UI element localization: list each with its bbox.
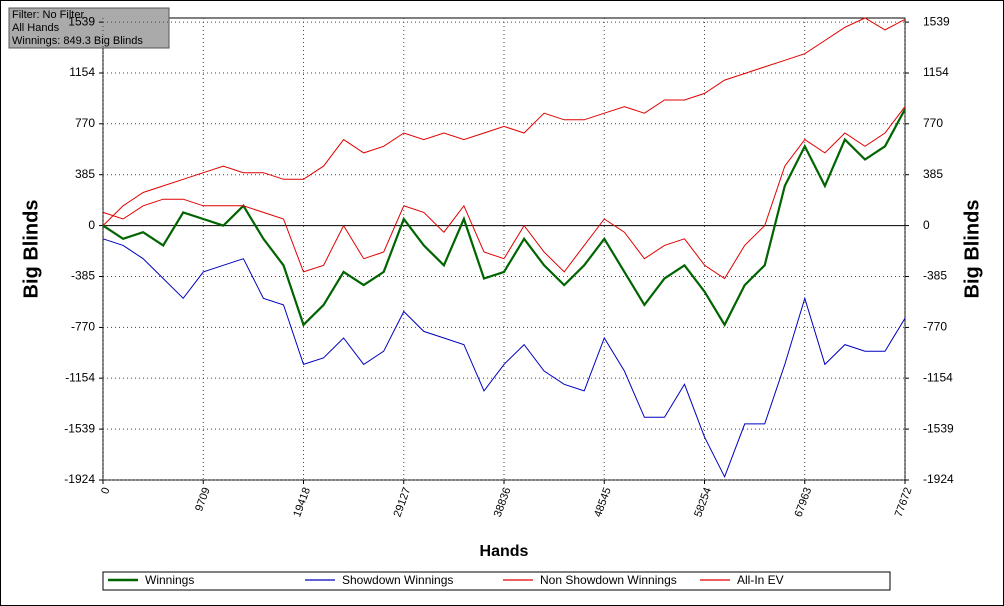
y2-tick-label: -385 — [923, 269, 947, 283]
legend — [102, 571, 891, 591]
y-tick-label: -770 — [71, 320, 95, 334]
y-tick-label: 1539 — [68, 14, 95, 28]
legend-label: Winnings — [145, 573, 194, 587]
y-tick-label: -1154 — [65, 370, 95, 384]
legend-label: Showdown Winnings — [342, 573, 453, 587]
y2-tick-label: 1539 — [923, 14, 950, 28]
info-text: Winnings: 849.3 Big Blinds — [12, 35, 143, 47]
y2-axis-label: Big Blinds — [961, 200, 983, 299]
series-line — [102, 17, 906, 226]
y-axis-label: Big Blinds — [20, 200, 42, 299]
legend-label: Non Showdown Winnings — [540, 573, 677, 587]
info-background — [8, 7, 170, 49]
x-tick-label: 0 — [99, 486, 112, 496]
y-tick-label: -1539 — [64, 421, 95, 435]
y2-tick-label: 1154 — [923, 65, 949, 79]
y2-tick-label: -1924 — [923, 472, 954, 486]
series-line — [102, 238, 906, 479]
y2-tick-label: 0 — [923, 218, 930, 232]
y-tick-label: 385 — [75, 167, 95, 181]
y2-tick-label: 770 — [923, 116, 943, 130]
y-tick-label: -385 — [71, 269, 95, 283]
info-text: All Hands — [12, 22, 60, 34]
y2-tick-label: -1539 — [923, 421, 954, 435]
series-line — [102, 106, 906, 280]
y2-tick-label: -770 — [923, 320, 947, 334]
y-tick-label: 0 — [88, 218, 95, 232]
info-text: Filter: No Filter — [12, 9, 84, 21]
legend-label: All-In EV — [737, 573, 784, 587]
y2-tick-label: 385 — [923, 167, 943, 181]
y-tick-label: -1924 — [64, 472, 95, 486]
y-tick-label: 1154 — [69, 65, 95, 79]
y2-tick-label: -1154 — [923, 370, 953, 384]
x-axis-label: Hands — [480, 543, 529, 560]
series-line — [102, 108, 906, 328]
y-tick-label: 770 — [75, 116, 95, 130]
